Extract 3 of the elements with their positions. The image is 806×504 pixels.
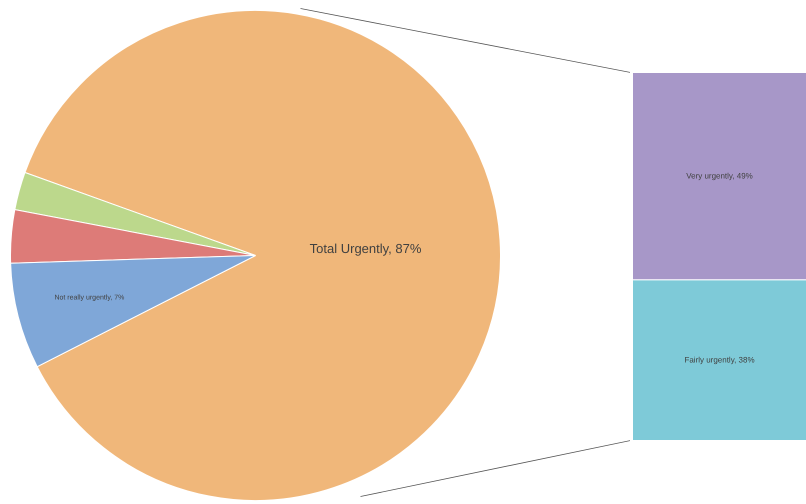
slice-label: Total Urgently, 87%	[310, 241, 422, 256]
data-label: Fairly urgently, 38%	[684, 356, 755, 365]
data-label: Very urgently, 49%	[686, 172, 753, 181]
